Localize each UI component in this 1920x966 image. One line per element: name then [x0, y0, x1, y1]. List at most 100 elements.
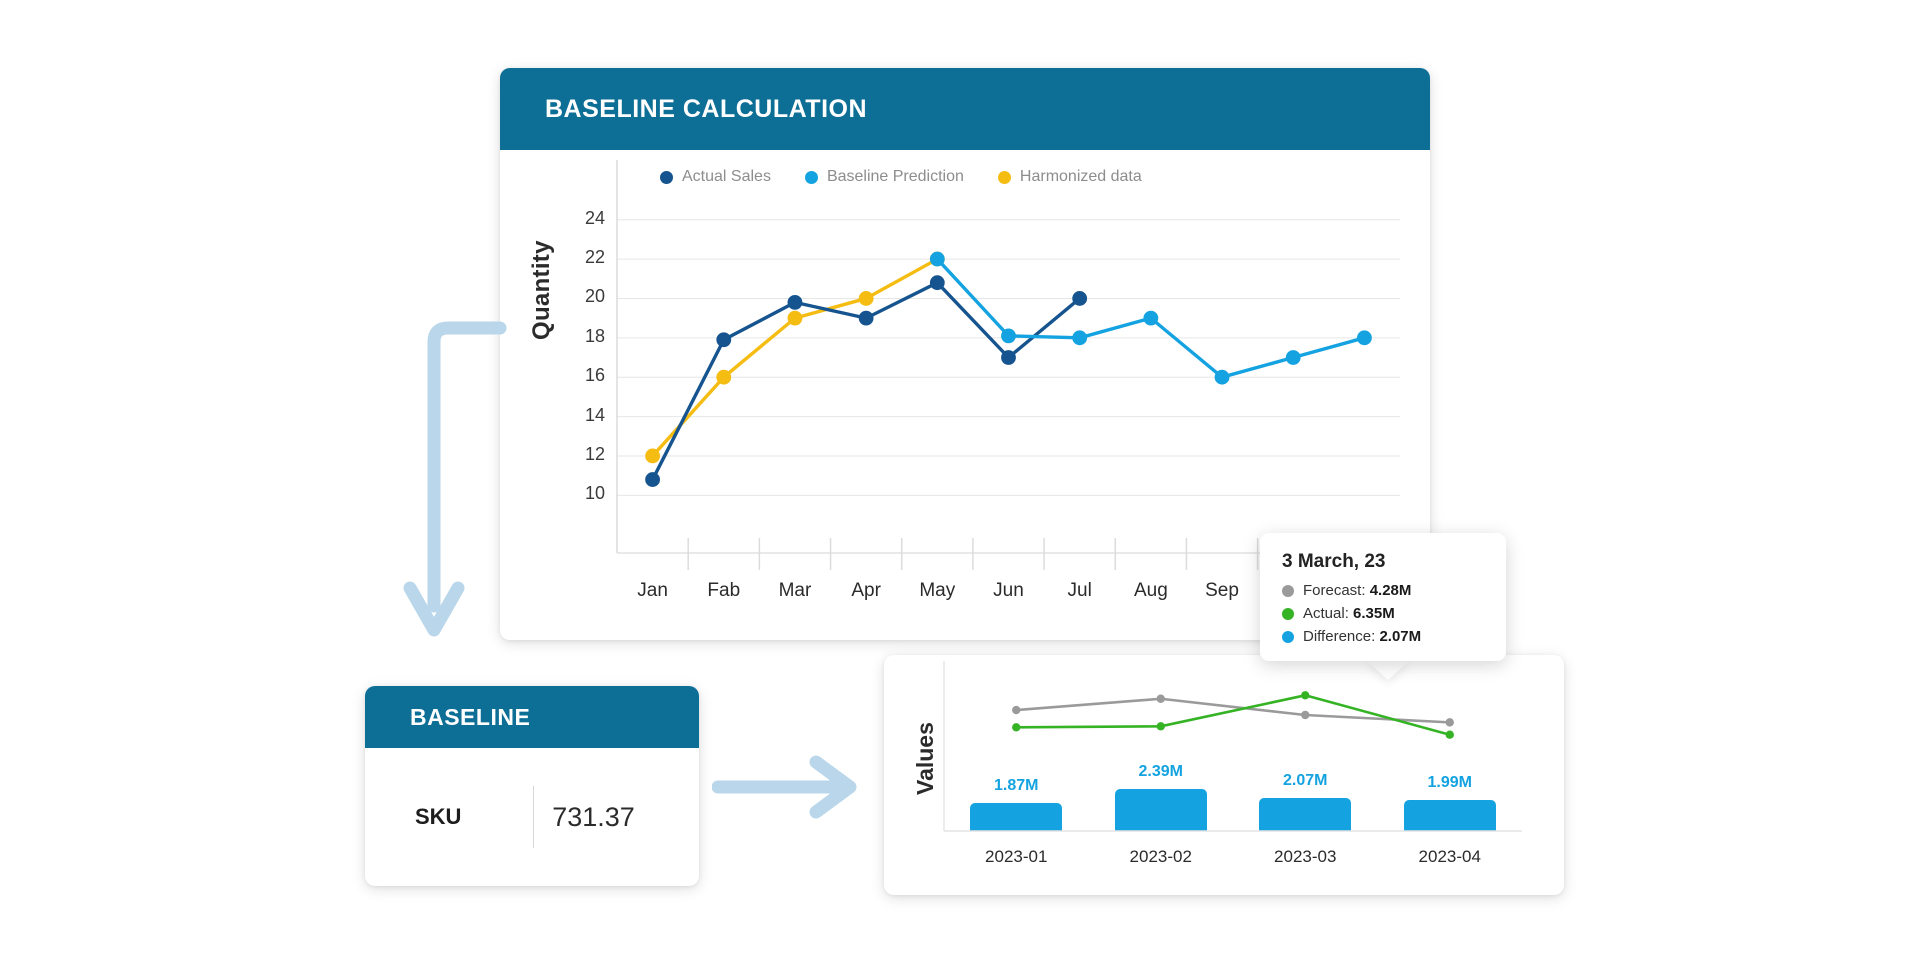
bar[interactable] [970, 802, 1063, 831]
mini-data-point[interactable] [1012, 723, 1021, 732]
data-point[interactable] [787, 310, 803, 326]
data-point[interactable] [1357, 330, 1372, 346]
bar-value-label: 2.07M [1283, 771, 1328, 789]
panel-title-bar: BASELINE CALCULATION [500, 68, 1430, 150]
mini-data-point[interactable] [1156, 722, 1165, 731]
tooltip-pointer [1366, 660, 1410, 680]
forecast-dot [1282, 584, 1294, 597]
baseline-card-title-bar: BASELINE [365, 686, 699, 748]
x-axis-tick-label: Jul [1067, 580, 1092, 601]
y-axis-tick-label: 12 [584, 443, 605, 464]
bar-value-label: 1.99M [1427, 773, 1472, 791]
x-axis-tick-label: Aug [1133, 580, 1168, 601]
data-point[interactable] [645, 472, 660, 487]
flow-arrow-down [403, 321, 507, 637]
y-axis-tick-label: 16 [584, 365, 605, 386]
page-title: BASELINE CALCULATION [545, 94, 868, 123]
x-axis-tick-label: May [919, 580, 956, 601]
baseline-card: BASELINE SKU 731.37 [365, 686, 699, 886]
data-point[interactable] [1072, 291, 1088, 306]
x-axis-tick-label: Sep [1205, 580, 1239, 601]
tooltip-row-text: Difference: 2.07M [1303, 628, 1422, 645]
actual-dot [1282, 607, 1294, 620]
data-point[interactable] [1001, 350, 1016, 365]
data-point[interactable] [1285, 350, 1301, 365]
mini-series-line-1 [1014, 694, 1452, 736]
baseline-card-title: BASELINE [410, 703, 531, 730]
data-point[interactable] [716, 332, 732, 348]
mini-y-axis-title: Values [912, 722, 938, 795]
bar[interactable] [1259, 797, 1352, 831]
data-point[interactable] [787, 294, 803, 310]
legend-label: Harmonized data [1019, 168, 1142, 185]
tooltip-row: Difference: 2.07M [1282, 628, 1486, 645]
tooltip-row-value: 4.28M [1369, 582, 1412, 599]
values-chart: 1.87M 2.39M 2.07M 1.99M 2023-01 2023-02 2023-0… [884, 655, 1564, 895]
y-axis-tick-label: 14 [584, 404, 605, 425]
data-point[interactable] [929, 275, 945, 291]
values-chart-panel: 1.87M 2.39M 2.07M 1.99M 2023-01 2023-02 2023-0… [884, 655, 1564, 895]
tooltip-row-value: 6.35M [1353, 605, 1395, 622]
data-point[interactable] [716, 369, 732, 385]
tooltip-row-text: Actual: 6.35M [1303, 605, 1395, 622]
legend-dot-icon [997, 170, 1011, 184]
mini-data-point[interactable] [1012, 705, 1021, 715]
x-axis-tick-label: Apr [851, 580, 881, 601]
mini-data-point[interactable] [1445, 718, 1454, 727]
y-axis-tick-label: 18 [584, 325, 605, 346]
y-axis-tick-label: 24 [584, 207, 605, 228]
legend-label: Actual Sales [682, 168, 771, 185]
x-axis-tick-label: Mar [778, 580, 812, 601]
legend-label: Baseline Prediction [826, 168, 964, 185]
mini-data-point[interactable] [1301, 710, 1310, 720]
x-axis-tick-label: Jun [993, 580, 1024, 601]
baseline-card-body: SKU 731.37 [365, 748, 699, 886]
mini-data-point[interactable] [1156, 694, 1165, 703]
mini-x-axis-label: 2023-01 [985, 847, 1048, 866]
flow-arrow-right [712, 755, 857, 819]
data-point[interactable] [929, 251, 945, 267]
sku-value: 731.37 [552, 801, 635, 832]
data-point[interactable] [1072, 330, 1088, 346]
x-axis-tick-label: Fab [707, 580, 741, 601]
mini-data-point[interactable] [1301, 691, 1310, 700]
tooltip-row-text: Forecast: 4.28M [1303, 582, 1412, 599]
mini-series-line-0 [1014, 697, 1452, 724]
y-axis-tick-label: 20 [584, 286, 605, 307]
bar[interactable] [1403, 799, 1496, 831]
series-line-2 [650, 257, 940, 458]
legend-dot-icon [660, 170, 673, 184]
data-point[interactable] [1001, 328, 1016, 344]
chart-legend: Actual Sales Baseline Prediction Harmonize… [660, 168, 1142, 186]
mini-x-axis-label: 2023-04 [1418, 847, 1481, 866]
sku-label: SKU [415, 804, 462, 829]
tooltip-row: Actual: 6.35M [1282, 605, 1486, 622]
chart-tooltip: 3 March, 23 Forecast: 4.28M Actual: 6.35M… [1260, 533, 1506, 661]
tooltip-rows: Forecast: 4.28M Actual: 6.35M Difference: … [1282, 582, 1486, 645]
y-axis-title: Quantity [528, 240, 555, 340]
data-point[interactable] [858, 291, 874, 306]
data-point[interactable] [1214, 369, 1230, 385]
tooltip-title: 3 March, 23 [1282, 551, 1386, 572]
mini-x-axis-label: 2023-02 [1129, 847, 1192, 866]
mini-data-point[interactable] [1445, 730, 1454, 739]
x-axis-tick-label: Jan [637, 580, 668, 601]
divider [533, 786, 534, 848]
y-axis-tick-label: 10 [584, 483, 605, 504]
legend-item-1[interactable]: Baseline Prediction [804, 168, 964, 186]
legend-item-0[interactable]: Actual Sales [660, 168, 771, 186]
values-chart-svg [943, 661, 1522, 832]
difference-dot [1282, 630, 1294, 643]
bar[interactable] [1114, 789, 1207, 831]
legend-dot-icon [804, 170, 818, 184]
data-point[interactable] [858, 310, 874, 326]
bar-value-label: 1.87M [994, 776, 1039, 794]
bar-value-label: 2.39M [1138, 763, 1183, 781]
data-point[interactable] [1143, 310, 1159, 326]
data-point[interactable] [645, 448, 660, 464]
mini-x-axis-label: 2023-03 [1274, 847, 1337, 866]
tooltip-row-value: 2.07M [1379, 628, 1422, 645]
tooltip-row: Forecast: 4.28M [1282, 582, 1486, 599]
legend-item-2[interactable]: Harmonized data [997, 168, 1142, 186]
